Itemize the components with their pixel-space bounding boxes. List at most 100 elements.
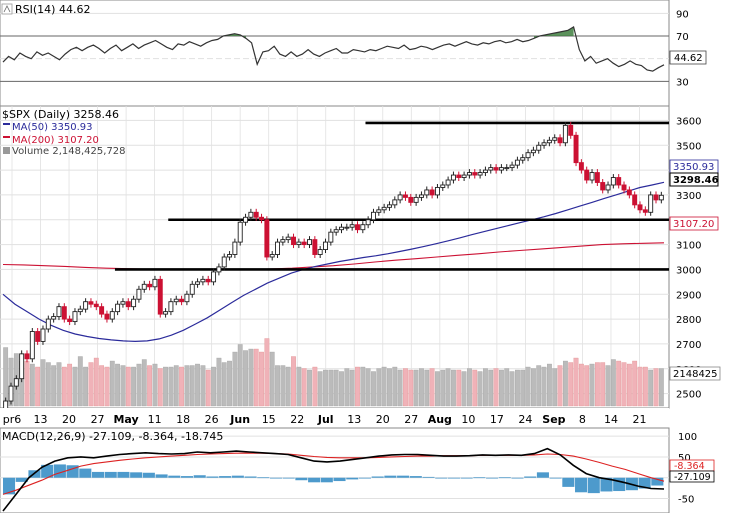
macd-histogram-bar bbox=[536, 472, 549, 478]
volume-bar bbox=[275, 365, 280, 407]
ma200-legend: MA(200) 3107.20 bbox=[12, 135, 99, 146]
volume-bar bbox=[589, 363, 595, 407]
candle-body bbox=[578, 162, 584, 171]
x-tick-label: 10 bbox=[461, 413, 475, 426]
x-tick-label: Jun bbox=[229, 413, 250, 426]
macd-histogram-bar bbox=[66, 465, 79, 478]
volume-bar bbox=[109, 360, 115, 407]
volume-bars bbox=[3, 338, 664, 407]
candle-body bbox=[291, 236, 296, 246]
candle-body bbox=[317, 249, 323, 255]
candle-body bbox=[456, 174, 462, 178]
volume-bar bbox=[536, 365, 542, 407]
candle-body bbox=[392, 199, 398, 206]
ma200-line bbox=[2, 242, 665, 271]
volume-bar bbox=[296, 366, 302, 407]
rsi-label: RSI(14) 44.62 bbox=[15, 3, 90, 16]
rsi-grid bbox=[0, 12, 669, 82]
volume-bar bbox=[477, 371, 483, 407]
candle-body bbox=[488, 167, 494, 171]
candle-body bbox=[104, 313, 110, 320]
candle-body bbox=[163, 311, 169, 315]
candle-body bbox=[88, 301, 94, 305]
volume-bar bbox=[376, 368, 382, 407]
ma50-legend-swatch bbox=[3, 123, 10, 125]
volume-bar bbox=[435, 371, 440, 407]
macd-histogram-bar bbox=[41, 464, 54, 478]
candle-body bbox=[493, 167, 499, 171]
rsi-panel: 90705030 RSI(14) 44.62 44.62 bbox=[0, 0, 707, 107]
candle-body bbox=[173, 298, 179, 303]
candle-body bbox=[232, 241, 238, 255]
macd-histogram-bar bbox=[244, 476, 257, 478]
candle-body bbox=[115, 303, 121, 313]
candle-body bbox=[520, 157, 526, 161]
macd-histogram-bar bbox=[524, 476, 537, 478]
candle-body bbox=[381, 206, 387, 211]
collapse-icon[interactable] bbox=[1, 3, 13, 15]
rsi-value-tag-box bbox=[669, 50, 707, 65]
volume-bar bbox=[163, 366, 168, 407]
candle-body bbox=[131, 298, 137, 308]
macd-histogram-bar bbox=[358, 477, 371, 479]
candle-body bbox=[221, 256, 227, 268]
candle-body bbox=[264, 219, 270, 258]
volume-bar bbox=[568, 362, 574, 407]
candle-body bbox=[472, 172, 478, 176]
volume-bar bbox=[269, 351, 275, 407]
candle-body bbox=[461, 174, 467, 178]
candle-body bbox=[136, 288, 142, 300]
candle-body bbox=[621, 184, 627, 191]
volume-bar bbox=[67, 363, 73, 407]
volume-bar bbox=[99, 365, 105, 407]
volume-bar bbox=[509, 371, 515, 407]
price-value-tag: 3298.46 bbox=[673, 175, 719, 186]
volume-bar bbox=[232, 351, 238, 407]
macd-signal-line bbox=[2, 452, 665, 495]
x-tick-label: 15 bbox=[262, 413, 276, 426]
candle-body bbox=[355, 224, 360, 231]
macd-histogram-bar bbox=[257, 477, 270, 479]
candle-body bbox=[56, 306, 62, 318]
volume-bar bbox=[88, 362, 94, 407]
candle-body bbox=[333, 229, 339, 233]
volume-value-tag: 2148425 bbox=[673, 369, 718, 380]
volume-bar bbox=[365, 368, 371, 407]
price-tick-label: 2700 bbox=[676, 340, 701, 351]
macd-histogram-bar bbox=[269, 477, 283, 479]
candle-body bbox=[360, 224, 366, 231]
candle-body bbox=[35, 331, 41, 342]
candle-body bbox=[152, 278, 158, 288]
candle-body bbox=[141, 283, 147, 290]
candle-body bbox=[626, 189, 632, 196]
macd-histogram-bar bbox=[409, 476, 422, 478]
volume-bar bbox=[333, 369, 339, 407]
volume-bar bbox=[600, 362, 606, 407]
volume-bar bbox=[184, 365, 190, 407]
candle-body bbox=[546, 139, 552, 144]
candle-body bbox=[434, 187, 440, 196]
candle-body bbox=[376, 209, 382, 213]
x-tick-label: 14 bbox=[604, 413, 618, 426]
volume-bar bbox=[392, 366, 398, 407]
candle-body bbox=[275, 241, 281, 255]
macd-histogram-bar bbox=[473, 477, 486, 479]
volume-bar bbox=[152, 363, 158, 407]
candle-body bbox=[584, 169, 590, 181]
volume-bar bbox=[552, 368, 558, 407]
rsi-value-tag: 44.62 bbox=[674, 53, 703, 64]
macd-histogram-bar bbox=[397, 475, 410, 478]
candle-body bbox=[610, 177, 616, 186]
macd-value-tag-box bbox=[669, 470, 715, 483]
volume-bar bbox=[515, 369, 520, 407]
support-resistance-lines bbox=[114, 121, 669, 271]
candle-body bbox=[344, 226, 350, 229]
volume-bar bbox=[573, 357, 579, 407]
candle-body bbox=[573, 134, 579, 164]
macd-histogram-bar bbox=[384, 475, 397, 478]
x-tick-label: 20 bbox=[376, 413, 390, 426]
candle-body bbox=[29, 331, 35, 360]
volume-bar bbox=[483, 368, 488, 407]
candle-body bbox=[605, 184, 611, 191]
candle-body bbox=[450, 174, 456, 181]
